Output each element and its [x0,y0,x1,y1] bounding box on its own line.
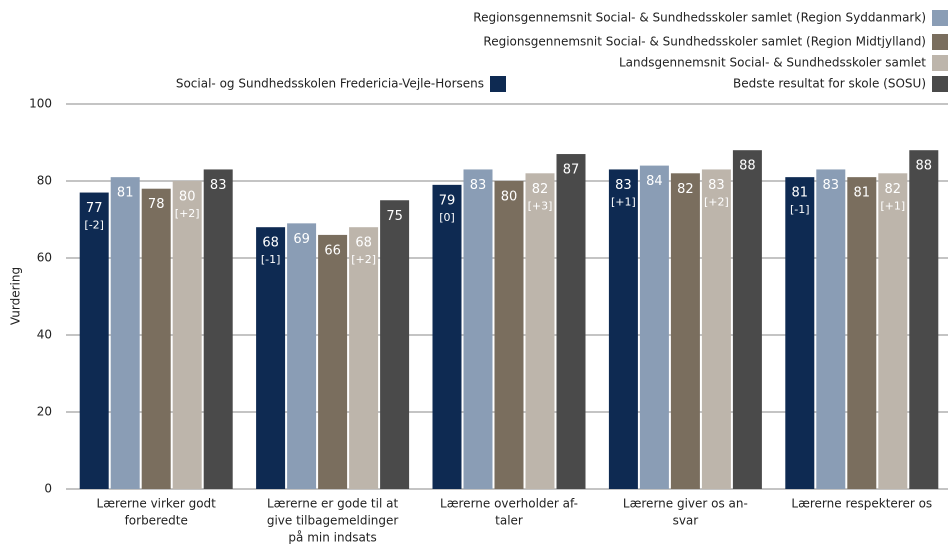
value-label: 84 [646,174,663,189]
bar [380,200,410,489]
value-label: 83 [615,178,632,193]
diff-label: [-1] [790,203,810,216]
bar [463,169,493,489]
value-label: 68 [355,236,372,251]
value-label: 80 [501,190,518,205]
x-tick-label: svar [673,514,699,528]
bar [525,173,555,490]
bar [608,169,638,489]
diff-label: [-2] [84,219,104,232]
x-tick-label: Lærerne respekterer os [791,497,932,511]
legend-label: Social- og Sundhedsskolen Fredericia-Vej… [176,77,484,91]
value-label: 88 [916,159,933,174]
value-label: 79 [439,193,456,208]
bar [79,192,109,490]
legend-label: Regionsgennemsnit Social- & Sundhedsskol… [483,35,926,49]
value-label: 78 [148,197,165,212]
value-label: 82 [532,182,549,197]
bar [110,177,140,489]
x-tick-label: give tilbagemeldinger [267,514,399,528]
value-label: 68 [262,236,279,251]
y-tick-label: 80 [37,174,52,188]
bar [785,177,815,489]
value-label: 83 [823,178,840,193]
legend-swatch [932,55,948,71]
diff-label: [+1] [880,199,905,212]
bar [878,173,908,490]
x-tick-label: på min indsats [288,531,376,545]
x-tick-label: Lærerne virker godt [97,497,217,511]
bar [287,223,317,489]
value-label: 82 [677,182,694,197]
diff-label: [+3] [528,199,553,212]
legend-label: Bedste resultat for skole (SOSU) [733,77,926,91]
legend-swatch [932,76,948,92]
value-label: 88 [739,159,756,174]
x-tick-label: Lærerne giver os an- [623,497,748,511]
legend-label: Landsgennemsnit Social- & Sundhedsskoler… [619,56,926,70]
y-tick-label: 20 [37,405,52,419]
bar [847,177,877,489]
legend-label: Regionsgennemsnit Social- & Sundhedsskol… [473,11,926,25]
diff-label: [+2] [351,253,376,266]
y-tick-label: 0 [44,482,52,496]
bar [556,154,586,490]
value-label: 82 [885,182,902,197]
value-label: 80 [179,190,196,205]
value-label: 81 [117,186,134,201]
diff-label: [-1] [261,253,281,266]
diff-label: [0] [439,211,455,224]
diff-label: [+2] [175,207,200,220]
bar [318,234,348,489]
x-tick-label: forberedte [125,514,188,528]
value-label: 66 [324,243,341,258]
y-axis-label: Vurdering [9,267,23,325]
x-tick-label: taler [495,514,523,528]
bar [494,181,524,489]
y-tick-label: 40 [37,328,52,342]
value-label: 77 [86,201,103,216]
value-label: 87 [563,163,580,178]
bar [701,169,731,489]
bar [141,188,171,489]
bar [816,169,846,489]
bar [432,184,462,489]
value-label: 83 [210,178,227,193]
bar [172,181,202,489]
value-label: 81 [792,186,809,201]
bar [909,150,939,489]
bar [670,173,700,490]
bar [732,150,762,489]
y-tick-label: 60 [37,251,52,265]
legend-swatch [932,10,948,26]
y-tick-label: 100 [29,97,52,111]
value-label: 69 [293,232,310,247]
diff-label: [+1] [611,195,636,208]
bar [256,227,286,489]
value-label: 75 [386,209,403,224]
x-tick-label: Lærerne er gode til at [267,497,398,511]
x-tick-label: Lærerne overholder af- [440,497,578,511]
bar [349,227,379,489]
diff-label: [+2] [704,195,729,208]
legend-swatch [490,76,506,92]
value-label: 81 [854,186,871,201]
bar [639,165,669,489]
legend-swatch [932,34,948,50]
value-label: 83 [708,178,725,193]
bar [203,169,233,489]
value-label: 83 [470,178,487,193]
